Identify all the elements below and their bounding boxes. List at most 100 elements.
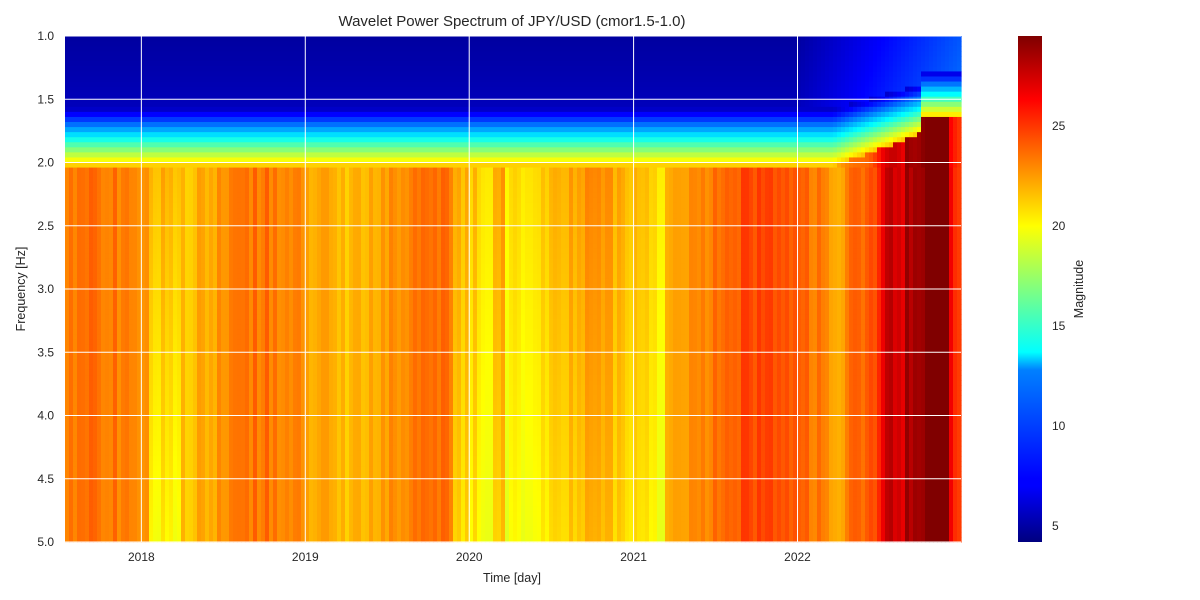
heatmap-cell bbox=[197, 304, 202, 310]
heatmap-cell bbox=[249, 516, 254, 523]
heatmap-cell bbox=[93, 390, 98, 396]
heatmap-cell bbox=[189, 152, 194, 159]
heatmap-cell bbox=[85, 324, 90, 331]
heatmap-cell bbox=[197, 440, 202, 447]
heatmap-cell bbox=[161, 56, 166, 62]
heatmap-cell bbox=[145, 187, 150, 194]
heatmap-cell bbox=[141, 461, 146, 467]
heatmap-cell bbox=[157, 410, 162, 417]
heatmap-cell bbox=[205, 36, 210, 42]
heatmap-cell bbox=[125, 147, 130, 153]
heatmap-cell bbox=[65, 101, 70, 108]
heatmap-cell bbox=[177, 192, 182, 199]
heatmap-cell bbox=[101, 192, 106, 199]
heatmap-cell bbox=[141, 309, 146, 315]
heatmap-cell bbox=[105, 385, 110, 391]
heatmap-cell bbox=[81, 122, 86, 128]
heatmap-cell bbox=[245, 304, 250, 310]
heatmap-cell bbox=[121, 511, 126, 518]
heatmap-cell bbox=[253, 496, 258, 503]
heatmap-cell bbox=[233, 202, 238, 209]
heatmap-cell bbox=[81, 142, 86, 148]
heatmap-cell bbox=[117, 263, 122, 270]
heatmap-cell bbox=[205, 253, 210, 260]
heatmap-cell bbox=[109, 369, 114, 376]
heatmap-cell bbox=[141, 385, 146, 391]
heatmap-cell bbox=[73, 122, 78, 128]
heatmap-cell bbox=[217, 304, 222, 310]
heatmap-cell bbox=[145, 147, 150, 153]
heatmap-cell bbox=[197, 324, 202, 331]
heatmap-cell bbox=[213, 375, 218, 381]
heatmap-cell bbox=[161, 147, 166, 153]
heatmap-cell bbox=[217, 152, 222, 159]
heatmap-cell bbox=[209, 202, 214, 209]
heatmap-cell bbox=[145, 81, 150, 88]
heatmap-cell bbox=[97, 81, 102, 88]
heatmap-cell bbox=[213, 471, 218, 477]
heatmap-cell bbox=[221, 354, 226, 361]
heatmap-cell bbox=[221, 491, 226, 498]
heatmap-cell bbox=[65, 491, 70, 498]
heatmap-cell bbox=[177, 172, 182, 179]
heatmap-cell bbox=[225, 486, 230, 492]
heatmap-cell bbox=[221, 278, 226, 285]
heatmap-cell bbox=[161, 76, 166, 83]
heatmap-cell bbox=[241, 122, 246, 128]
heatmap-cell bbox=[245, 213, 250, 219]
heatmap-cell bbox=[101, 521, 106, 528]
heatmap-cell bbox=[197, 253, 202, 260]
heatmap-cell bbox=[129, 76, 134, 83]
heatmap-cell bbox=[101, 41, 106, 47]
heatmap-cell bbox=[109, 233, 114, 239]
heatmap-cell bbox=[253, 86, 258, 93]
heatmap-cell bbox=[249, 329, 254, 336]
heatmap-cell bbox=[193, 516, 198, 523]
heatmap-cell bbox=[149, 56, 154, 62]
heatmap-cell bbox=[229, 309, 234, 315]
heatmap-cell bbox=[133, 122, 138, 128]
heatmap-cell bbox=[77, 202, 82, 209]
heatmap-cell bbox=[261, 440, 266, 447]
heatmap-cell bbox=[189, 81, 194, 88]
heatmap-cell bbox=[73, 395, 78, 401]
heatmap-cell bbox=[137, 496, 142, 503]
heatmap-cell bbox=[69, 400, 74, 406]
heatmap-cell bbox=[133, 132, 138, 138]
heatmap-cell bbox=[133, 81, 138, 88]
heatmap-cell bbox=[173, 51, 178, 57]
heatmap-cell bbox=[93, 369, 98, 376]
heatmap-cell bbox=[221, 309, 226, 315]
heatmap-cell bbox=[189, 400, 194, 406]
heatmap-cell bbox=[129, 486, 134, 492]
heatmap-cell bbox=[257, 511, 262, 518]
heatmap-cell bbox=[105, 177, 110, 184]
heatmap-cell bbox=[145, 283, 150, 290]
heatmap-cell bbox=[89, 91, 94, 98]
heatmap-cell bbox=[249, 132, 254, 138]
heatmap-cell bbox=[73, 339, 78, 346]
heatmap-cell bbox=[145, 116, 150, 123]
heatmap-cell bbox=[173, 111, 178, 118]
heatmap-cell bbox=[189, 344, 194, 351]
heatmap-cell bbox=[209, 334, 214, 341]
heatmap-cell bbox=[149, 486, 154, 492]
heatmap-cell bbox=[261, 213, 266, 219]
heatmap-cell bbox=[173, 289, 178, 295]
heatmap-cell bbox=[105, 101, 110, 108]
heatmap-cell bbox=[261, 162, 266, 169]
heatmap-cell bbox=[237, 375, 242, 381]
heatmap-cell bbox=[125, 177, 130, 184]
heatmap-cell bbox=[241, 430, 246, 437]
heatmap-cell bbox=[261, 116, 266, 123]
heatmap-cell bbox=[153, 380, 158, 386]
heatmap-cell bbox=[133, 36, 138, 42]
heatmap-cell bbox=[81, 66, 86, 73]
heatmap-cell bbox=[125, 167, 130, 174]
heatmap-cell bbox=[137, 319, 142, 326]
heatmap-cell bbox=[197, 359, 202, 366]
heatmap-cell bbox=[189, 273, 194, 280]
heatmap-cell bbox=[197, 258, 202, 265]
heatmap-cell bbox=[181, 364, 186, 371]
heatmap-cell bbox=[133, 101, 138, 108]
